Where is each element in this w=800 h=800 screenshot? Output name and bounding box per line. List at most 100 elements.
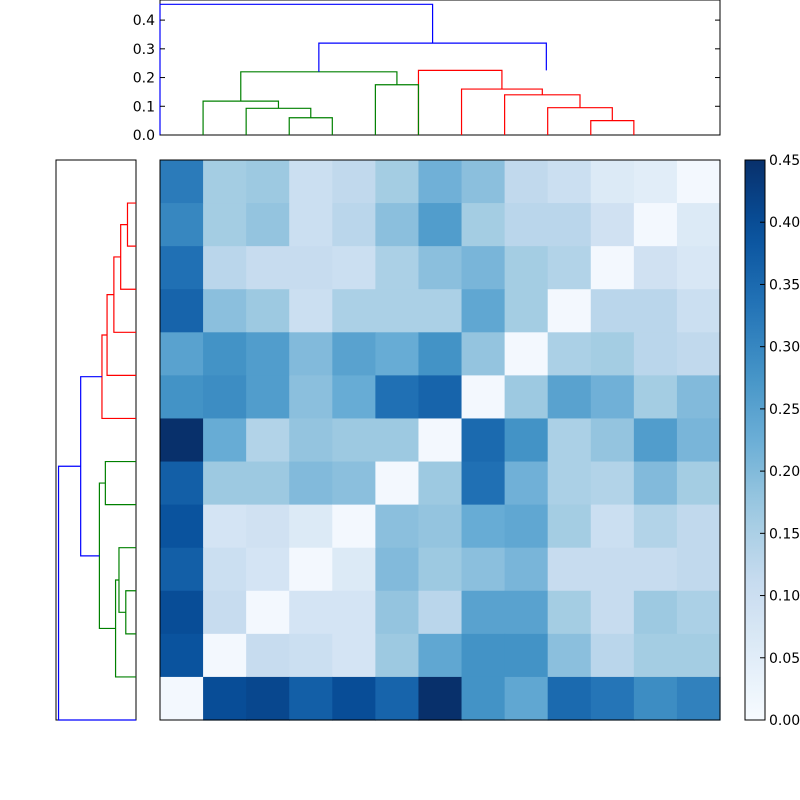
heatmap-cell [332, 504, 376, 549]
heatmap-cell [590, 504, 635, 549]
heatmap-cell [461, 590, 506, 635]
heatmap-cell [160, 418, 204, 463]
heatmap-cell [203, 633, 247, 678]
heatmap-cell [633, 504, 678, 549]
heatmap-cell [246, 590, 290, 635]
heatmap-cell [547, 418, 592, 463]
left-dendrogram-frame [55, 159, 137, 721]
heatmap-cell [504, 547, 549, 592]
heatmap-cell [633, 375, 678, 420]
heatmap-cell [504, 418, 549, 463]
heatmap-cell [203, 418, 247, 463]
heatmap-cell [676, 160, 721, 204]
heatmap-cell [289, 633, 333, 678]
heatmap-cell [590, 332, 635, 376]
heatmap-cell [547, 246, 592, 290]
heatmap-cell [289, 160, 333, 204]
heatmap-cell [547, 332, 592, 376]
heatmap-cell [676, 246, 721, 290]
heatmap-cell [246, 547, 290, 592]
heatmap-cell [633, 289, 678, 333]
colorbar-tick-label: 0.35 [769, 277, 800, 293]
heatmap-cell [375, 246, 420, 290]
top-y-tick-label: 0.4 [133, 13, 155, 29]
heatmap-cell [418, 246, 463, 290]
heatmap-cell [289, 375, 333, 420]
heatmap-cell [375, 375, 420, 420]
colorbar-tick-label: 0.00 [769, 713, 800, 729]
heatmap-cell [590, 547, 635, 592]
heatmap-cell [160, 332, 204, 376]
heatmap-cell [676, 203, 721, 247]
heatmap-cell [375, 676, 420, 721]
heatmap-cell [418, 160, 463, 204]
heatmap-cell [590, 289, 635, 333]
heatmap-cell [332, 246, 376, 290]
heatmap-cell [633, 160, 678, 204]
heatmap-cell [203, 504, 247, 549]
heatmap-cell [547, 461, 592, 506]
heatmap [159, 159, 721, 721]
heatmap-cell [418, 461, 463, 506]
left-dendrogram-link [104, 460, 136, 506]
colorbar-tick-label: 0.40 [769, 215, 800, 231]
heatmap-cell [160, 461, 204, 506]
heatmap-cell [332, 547, 376, 592]
heatmap-cell [246, 375, 290, 420]
top-dendrogram-link [318, 42, 547, 72]
top-y-tick-label: 0.1 [133, 99, 155, 115]
colorbar [744, 159, 766, 721]
top-y-tick-label: 0.2 [133, 71, 155, 87]
heatmap-cell [418, 676, 463, 721]
heatmap-cell [289, 547, 333, 592]
heatmap-cell [375, 418, 420, 463]
heatmap-cell [418, 504, 463, 549]
heatmap-cell [676, 289, 721, 333]
heatmap-cell [676, 504, 721, 549]
top-dendrogram-frame [159, 0, 721, 136]
heatmap-cell [676, 375, 721, 420]
heatmap-cell [246, 633, 290, 678]
colorbar-tick-label: 0.45 [769, 153, 800, 169]
colorbar-tick-label: 0.15 [769, 526, 800, 542]
heatmap-cell [246, 504, 290, 549]
heatmap-cell [160, 547, 204, 592]
heatmap-cell [676, 633, 721, 678]
heatmap-cell [160, 375, 204, 420]
heatmap-cell [289, 461, 333, 506]
heatmap-cell [375, 633, 420, 678]
colorbar-tick-label: 0.25 [769, 402, 800, 418]
heatmap-cell [590, 203, 635, 247]
top-dendrogram-link [240, 71, 398, 102]
heatmap-cell [633, 203, 678, 247]
heatmap-cell [590, 375, 635, 420]
heatmap-cell [160, 203, 204, 247]
left-dendrogram-link [120, 224, 136, 290]
heatmap-cell [203, 289, 247, 333]
heatmap-cell [418, 203, 463, 247]
heatmap-cell [504, 289, 549, 333]
heatmap-cell [160, 590, 204, 635]
top-dendrogram-link [159, 3, 434, 135]
top-y-tick-label: 0.0 [133, 128, 155, 144]
heatmap-cell [418, 590, 463, 635]
heatmap-cell [203, 160, 247, 204]
heatmap-cell [160, 504, 204, 549]
heatmap-cell [590, 160, 635, 204]
heatmap-cell [375, 289, 420, 333]
heatmap-cell [504, 676, 549, 721]
left-dendrogram-link [80, 376, 102, 557]
heatmap-cell [547, 547, 592, 592]
heatmap-cell [504, 375, 549, 420]
heatmap-cell [160, 289, 204, 333]
colorbar-gradient [744, 159, 766, 721]
heatmap-cell [332, 160, 376, 204]
heatmap-cell [332, 590, 376, 635]
heatmap-cell [375, 504, 420, 549]
top-dendrogram-y-axis: 0.0 0.1 0.2 0.3 0.4 [133, 13, 720, 144]
heatmap-cell [418, 289, 463, 333]
heatmap-cell [504, 332, 549, 376]
heatmap-cell [547, 633, 592, 678]
heatmap-cell [332, 461, 376, 506]
heatmap-cell [547, 289, 592, 333]
